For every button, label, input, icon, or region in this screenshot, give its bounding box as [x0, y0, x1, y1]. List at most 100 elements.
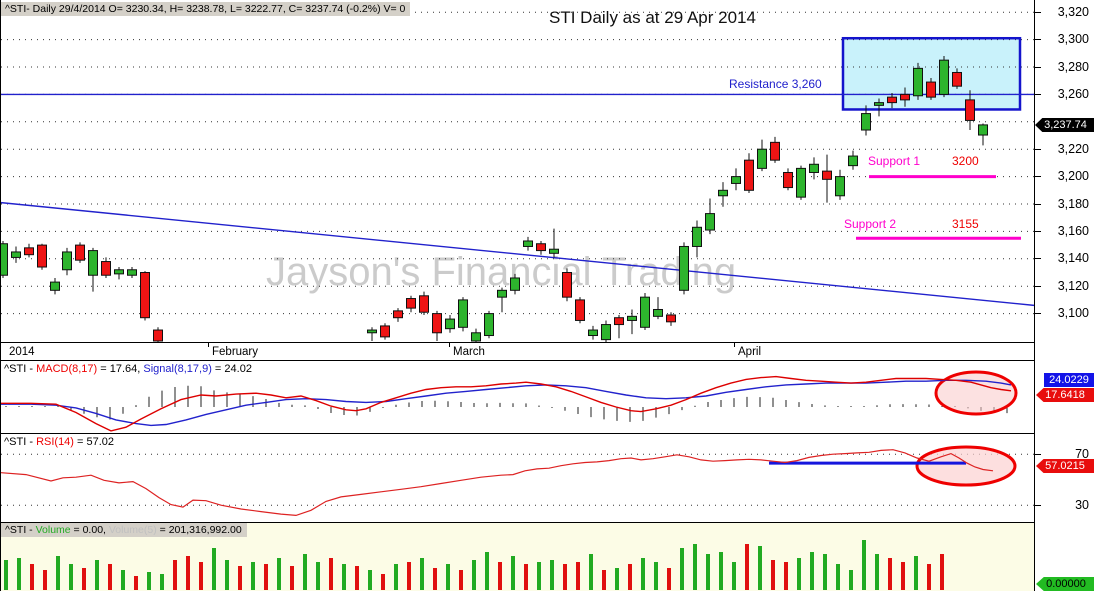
volume-bar — [511, 556, 515, 590]
macd-signal-line — [1, 379, 1012, 427]
candle-body — [627, 315, 637, 321]
volume-bar — [732, 562, 736, 590]
trendline[interactable] — [1, 201, 1034, 307]
volume-bar — [667, 568, 671, 590]
axis-tick — [1035, 148, 1041, 150]
macd-label-suffix: = 24.02 — [211, 363, 252, 375]
volume-bar — [797, 558, 801, 590]
candle-body — [127, 269, 137, 276]
volume-bar — [641, 558, 645, 590]
rsi-axis-label: 70 — [1075, 446, 1089, 461]
volume-bar — [264, 564, 268, 590]
volume-bar — [589, 554, 593, 590]
candle-body — [510, 277, 520, 291]
candle-body — [62, 251, 72, 271]
time-axis[interactable]: 2014 February March April — [1, 343, 1034, 361]
support2-price-label: 3155 — [952, 217, 979, 231]
time-axis-label: March — [453, 346, 485, 358]
macd-pane[interactable]: ^STI - MACD(8,17) = 17.64, Signal(8,17,9… — [1, 361, 1034, 434]
time-axis-label: April — [738, 346, 762, 358]
candle-body — [601, 324, 611, 341]
month-tick — [734, 343, 735, 347]
price-axis[interactable]: 3,237.74 24.0229 17.6418 57.0215 0.00000… — [1034, 0, 1094, 591]
volume-bar — [303, 554, 307, 590]
volume-bar — [316, 562, 320, 590]
support1-label[interactable]: Support 1 — [868, 154, 921, 168]
candle-body — [562, 272, 572, 298]
price-axis-label: 3,120 — [1057, 278, 1089, 293]
macd-chart-canvas[interactable] — [1, 361, 1034, 433]
rsi-axis-label: 30 — [1075, 497, 1089, 512]
candle-body — [614, 317, 624, 326]
candle-body — [900, 93, 910, 101]
axis-tick — [1035, 258, 1041, 260]
candle-body — [809, 163, 819, 173]
candle-body — [978, 124, 988, 136]
volume-pane[interactable]: ^STI - Volume = 0.00, Volume(5) = 201,31… — [1, 523, 1034, 591]
macd-crossover-ellipse[interactable] — [934, 370, 1018, 416]
volume-bar — [745, 544, 749, 590]
macd-label-name: MACD(8,17) — [36, 363, 98, 375]
price-pane[interactable]: Jayson's Financial Trading STI Daily as … — [1, 0, 1034, 343]
candle-body — [75, 244, 85, 261]
time-axis-label: February — [212, 346, 259, 358]
volume-bar — [30, 564, 34, 590]
candle-body — [939, 59, 949, 95]
rsi-highlight-ellipse[interactable] — [915, 445, 1017, 487]
candle-body — [588, 329, 598, 337]
candle-body — [822, 170, 832, 180]
volume-bar — [446, 564, 450, 590]
volume-chart-canvas[interactable] — [1, 523, 1034, 591]
price-axis-label: 3,300 — [1057, 32, 1089, 47]
rsi-pane[interactable]: ^STI - RSI(14) = 57.02 — [1, 434, 1034, 523]
support2-label[interactable]: Support 2 — [844, 217, 897, 231]
volume-bar — [784, 562, 788, 590]
volume-bar — [394, 564, 398, 590]
candle-body — [1, 243, 8, 276]
axis-tick — [1035, 203, 1041, 205]
volume-bar — [173, 560, 177, 590]
volume-bar — [433, 568, 437, 590]
chart-title: STI Daily as at 29 Apr 2014 — [549, 8, 756, 27]
volume-bar — [147, 572, 151, 590]
price-axis-label: 3,160 — [1057, 223, 1089, 238]
support1-price-label: 3200 — [952, 154, 979, 168]
rsi-chart-canvas[interactable] — [1, 434, 1034, 522]
month-tick — [449, 343, 450, 347]
candle-body — [101, 261, 111, 276]
candle-body — [861, 113, 871, 131]
volume-bar — [225, 560, 229, 590]
volume-bar — [706, 554, 710, 590]
volume-bar — [459, 570, 463, 590]
volume-bar — [277, 558, 281, 590]
volume-pane-label: ^STI - Volume = 0.00, Volume(5) = 201,31… — [1, 523, 247, 537]
volume-bar — [43, 570, 47, 590]
axis-tick — [1035, 176, 1041, 178]
volume-bar — [342, 564, 346, 590]
candle-body — [140, 272, 150, 319]
price-axis-label: 3,260 — [1057, 86, 1089, 101]
volume-bar — [485, 552, 489, 590]
candle-body — [913, 67, 923, 97]
candle-body — [445, 318, 455, 330]
price-axis-label: 3,280 — [1057, 59, 1089, 74]
volume-bar — [82, 568, 86, 590]
macd-signal-value-tag: 24.0229 — [1044, 373, 1094, 387]
candle-body — [114, 269, 124, 275]
candle-body — [744, 159, 754, 191]
candle-body — [666, 314, 676, 323]
price-axis-label: 3,140 — [1057, 251, 1089, 266]
candle-body — [835, 176, 845, 197]
watermark: Jayson's Financial Trading — [266, 250, 737, 294]
candle-body — [731, 176, 741, 184]
macd-value-tag: 17.6418 — [1036, 388, 1094, 402]
highlight-box[interactable] — [841, 36, 1022, 111]
resistance-label[interactable]: Resistance 3,260 — [729, 77, 822, 91]
candle-body — [367, 329, 377, 334]
candle-body — [37, 244, 47, 268]
instrument-header-text: ^STI- Daily 29/4/2014 O= 3230.34, H= 323… — [5, 3, 406, 15]
price-chart-canvas[interactable] — [1, 0, 1034, 342]
volume-bar — [160, 574, 164, 590]
candle-body — [692, 226, 702, 247]
volume-bar — [693, 544, 697, 590]
